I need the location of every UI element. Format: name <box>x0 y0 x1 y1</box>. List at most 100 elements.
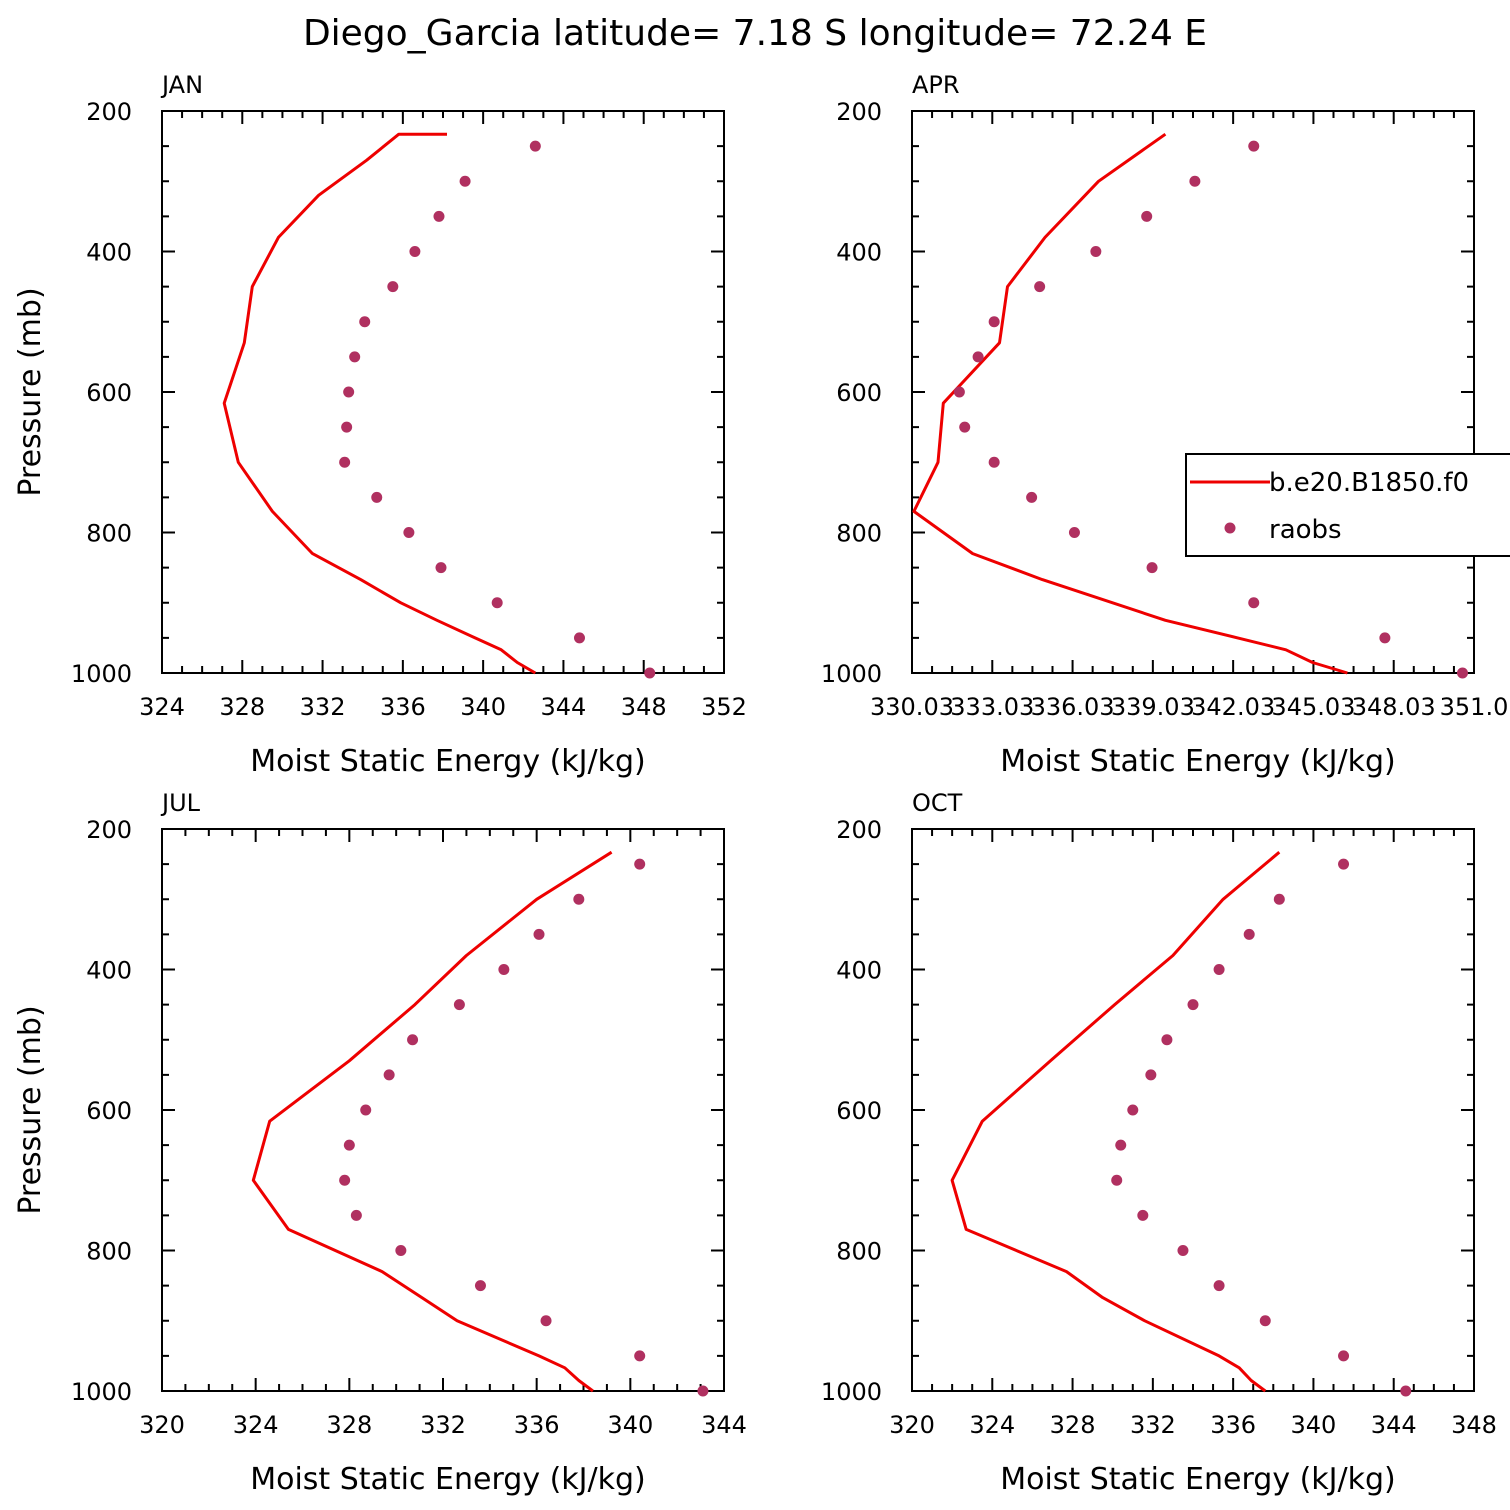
y-tick-label: 1000 <box>71 660 132 688</box>
raobs-point <box>1213 964 1225 975</box>
raobs-point <box>644 667 656 679</box>
panel-label: APR <box>912 71 960 99</box>
legend-label-raobs: raobs <box>1269 515 1342 545</box>
raobs-point <box>474 1280 486 1292</box>
raobs-point <box>1248 140 1260 152</box>
x-tick-label: 320 <box>139 1411 185 1439</box>
y-tick-label: 400 <box>86 957 132 985</box>
x-axis-label: Moist Static Energy (kJ/kg) <box>1000 1462 1396 1497</box>
raobs-point <box>498 964 510 975</box>
raobs-point <box>1115 1139 1127 1151</box>
legend: b.e20.B1850.f0 raobs <box>1185 453 1510 557</box>
panel-label: JAN <box>160 71 203 99</box>
raobs-point <box>529 140 541 152</box>
y-tick-label: 400 <box>836 239 882 267</box>
raobs-point <box>371 491 383 503</box>
panel-jul: JUL 320 324 328 332 336 340 344 200 400 600 800 1000… <box>13 789 747 1497</box>
raobs-point <box>953 386 965 398</box>
raobs-point <box>403 527 415 538</box>
x-axis-label: Moist Static Energy (kJ/kg) <box>250 1462 646 1497</box>
raobs-point <box>349 351 361 363</box>
raobs-point <box>1456 667 1468 679</box>
y-tick-label: 800 <box>86 1238 132 1266</box>
raobs-point <box>343 1139 355 1151</box>
raobs-point <box>359 316 371 328</box>
x-tick-label: 332 <box>420 1411 466 1439</box>
panel-oct: OCT 320 324 328 332 336 340 344 348 200 400 600 800 1… <box>821 789 1497 1497</box>
x-tick-label: 333.03 <box>950 693 1034 721</box>
y-tick-label: 1000 <box>821 660 882 688</box>
raobs-point <box>409 246 421 257</box>
x-tick-label: 348 <box>1451 1411 1497 1439</box>
raobs-point <box>1177 1245 1189 1256</box>
y-tick-label: 600 <box>836 1097 882 1125</box>
model-profile-line <box>950 851 1281 1393</box>
x-axis-label: Moist Static Energy (kJ/kg) <box>1000 744 1396 779</box>
raobs-point <box>1400 1385 1412 1397</box>
raobs-point <box>1090 246 1102 257</box>
y-tick-label: 600 <box>86 379 132 407</box>
x-tick-label: 324 <box>969 1411 1015 1439</box>
raobs-point <box>395 1245 407 1256</box>
y-tick-label: 1000 <box>71 1378 132 1406</box>
raobs-point <box>533 928 545 940</box>
y-axis-label: Pressure (mb) <box>13 1005 48 1214</box>
raobs-point <box>1026 491 1038 503</box>
x-tick-label: 340 <box>1291 1411 1337 1439</box>
raobs-point <box>959 421 971 433</box>
model-profile-line <box>251 850 613 1393</box>
raobs-point <box>339 1174 351 1186</box>
y-tick-label: 200 <box>836 816 882 844</box>
raobs-point <box>1273 893 1285 905</box>
raobs-point <box>972 351 984 363</box>
x-tick-label: 348.03 <box>1352 693 1436 721</box>
raobs-point <box>383 1069 395 1081</box>
raobs-point <box>1338 858 1350 870</box>
raobs-point <box>573 893 585 905</box>
x-tick-label: 328 <box>326 1411 372 1439</box>
x-tick-label: 332 <box>300 693 346 721</box>
raobs-point <box>540 1315 552 1327</box>
x-tick-label: 351.0 <box>1440 693 1509 721</box>
x-tick-label: 340 <box>460 693 506 721</box>
y-tick-label: 200 <box>836 98 882 126</box>
x-tick-label: 348 <box>621 693 667 721</box>
legend-box <box>1185 453 1510 557</box>
panel-label: OCT <box>912 789 963 817</box>
raobs-point <box>407 1034 419 1046</box>
model-profile-line <box>912 132 1348 675</box>
raobs-point <box>1248 597 1260 609</box>
y-tick-label: 400 <box>836 957 882 985</box>
y-axis-label: Pressure (mb) <box>13 287 48 496</box>
x-tick-label: 344 <box>541 693 587 721</box>
x-tick-label: 344 <box>1371 1411 1417 1439</box>
x-tick-label: 330.03 <box>870 693 954 721</box>
y-tick-label: 800 <box>836 520 882 548</box>
x-tick-label: 320 <box>889 1411 935 1439</box>
x-tick-label: 342.03 <box>1191 693 1275 721</box>
raobs-point <box>360 1104 372 1116</box>
x-tick-label: 345.03 <box>1271 693 1355 721</box>
raobs-point <box>1137 1209 1149 1221</box>
raobs-point <box>1161 1034 1173 1046</box>
legend-marker-swatch <box>1224 522 1236 534</box>
raobs-point <box>1068 527 1080 538</box>
raobs-point <box>453 999 465 1011</box>
x-tick-label: 344 <box>701 1411 747 1439</box>
raobs-point <box>988 456 1000 468</box>
x-tick-label: 336 <box>514 1411 560 1439</box>
x-tick-label: 339.03 <box>1111 693 1195 721</box>
panels: JAN 324 328 332 336 340 344 348 352 200 400 600 800 1… <box>13 71 1510 1497</box>
raobs-point <box>1111 1174 1123 1186</box>
x-tick-label: 328 <box>219 693 265 721</box>
raobs-point <box>433 210 445 222</box>
raobs-point <box>1243 928 1255 940</box>
raobs-point <box>350 1209 362 1221</box>
panel-jan: JAN 324 328 332 336 340 344 348 352 200 400 600 800 1… <box>13 71 747 779</box>
raobs-point <box>1379 632 1391 644</box>
y-tick-label: 800 <box>836 1238 882 1266</box>
raobs-point <box>1141 210 1153 222</box>
raobs-point <box>1034 281 1046 293</box>
x-tick-label: 336 <box>380 693 426 721</box>
